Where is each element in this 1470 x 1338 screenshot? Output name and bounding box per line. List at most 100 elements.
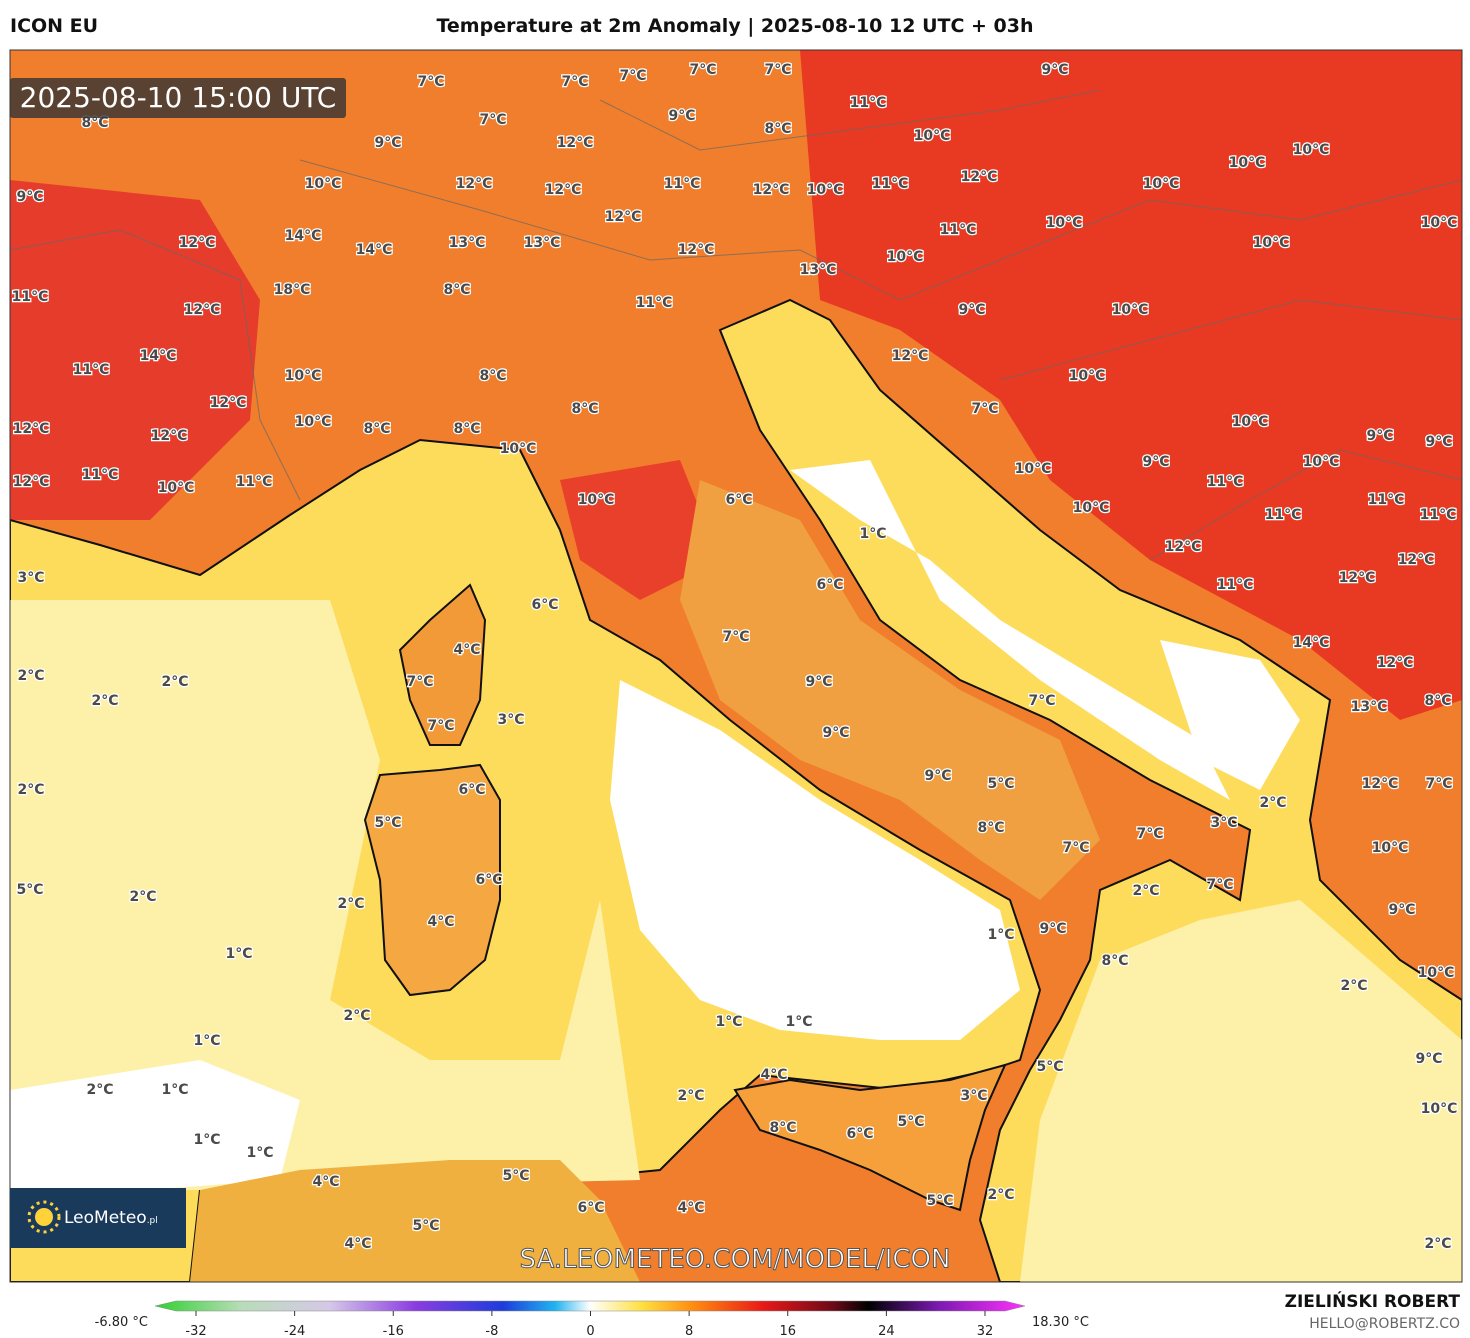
colorbar: [154, 1300, 1026, 1312]
temperature-label: 1°C: [246, 1145, 273, 1161]
temperature-label: 1°C: [193, 1033, 220, 1049]
temperature-label: 9°C: [924, 768, 951, 784]
temperature-label: 8°C: [1424, 693, 1451, 709]
temperature-label: 8°C: [453, 421, 480, 437]
temperature-label: 18°C: [274, 282, 311, 298]
land-mild: [680, 480, 1100, 900]
temperature-label: 1°C: [193, 1132, 220, 1148]
map-title: Temperature at 2m Anomaly | 2025-08-10 1…: [436, 15, 1033, 37]
map-labels: 7°C 7°C 7°C 7°C 7°C 9°C 8°C 7°C 9°C 11°C 8°C 10°C 9°…: [10, 61, 1458, 1254]
temperature-label: 5°C: [1036, 1059, 1063, 1075]
sea-light: [10, 600, 640, 1190]
temperature-label: 14°C: [1293, 635, 1330, 651]
temperature-label: 10°C: [578, 492, 615, 508]
temperature-label: 10°C: [1069, 368, 1106, 384]
temperature-label: 12°C: [557, 135, 594, 151]
temperature-label: 12°C: [1398, 552, 1435, 568]
valid-time-box: [10, 78, 346, 118]
temperature-label: 11°C: [82, 467, 119, 483]
colorbar-tick-label: 24: [878, 1324, 895, 1338]
temperature-label: 10°C: [1253, 235, 1290, 251]
temperature-label: 12°C: [1362, 776, 1399, 792]
temperature-label: 6°C: [475, 872, 502, 888]
sea-neutral: [1160, 640, 1300, 790]
sea-neutral: [610, 680, 1020, 1040]
map: [10, 50, 1462, 1282]
temperature-label: 4°C: [344, 1236, 371, 1252]
temperature-label: 10°C: [1073, 500, 1110, 516]
temperature-label: 12°C: [753, 182, 790, 198]
temperature-label: 11°C: [73, 362, 110, 378]
model-name: ICON EU: [10, 15, 98, 37]
temperature-label: 6°C: [577, 1200, 604, 1216]
temperature-label: 9°C: [16, 189, 43, 205]
temperature-label: 5°C: [374, 815, 401, 831]
temperature-label: 4°C: [453, 642, 480, 658]
temperature-label: 9°C: [958, 302, 985, 318]
temperature-label: 10°C: [1046, 215, 1083, 231]
temperature-label: 11°C: [940, 222, 977, 238]
temperature-label: 7°C: [406, 674, 433, 690]
colorbar-tick-label: -32: [185, 1324, 206, 1338]
colorbar-tick-label: -24: [284, 1324, 305, 1338]
temperature-label: 13°C: [800, 262, 837, 278]
colorbar-tick-label: 8: [685, 1324, 693, 1338]
temperature-label: 10°C: [285, 368, 322, 384]
temperature-label: 11°C: [236, 474, 273, 490]
temperature-label: 12°C: [1377, 655, 1414, 671]
island-sardinia: [363, 763, 501, 997]
temperature-label: 8°C: [81, 115, 108, 131]
logo-suffix: .pl: [147, 1216, 158, 1226]
temperature-label: 2°C: [1340, 978, 1367, 994]
temperature-label: 10°C: [1418, 965, 1455, 981]
temperature-label: 7°C: [619, 68, 646, 84]
temperature-label: 13°C: [1351, 699, 1388, 715]
temperature-label: 10°C: [500, 441, 537, 457]
temperature-label: 7°C: [427, 718, 454, 734]
temperature-label: 12°C: [1339, 570, 1376, 586]
email: HELLO@ROBERTZ.CO: [1309, 1316, 1460, 1332]
temperature-label: 3°C: [1210, 815, 1237, 831]
temperature-label: 11°C: [664, 176, 701, 192]
temperature-label: 12°C: [210, 395, 247, 411]
colorbar-tick-label: 32: [977, 1324, 994, 1338]
border: [299, 159, 1462, 301]
colorbar-tick-label: 16: [779, 1324, 796, 1338]
temperature-label: 10°C: [887, 249, 924, 265]
colorbar-min: -6.80 °C: [95, 1315, 148, 1330]
temperature-label: 2°C: [161, 674, 188, 690]
temperature-label: 7°C: [971, 401, 998, 417]
temperature-label: 7°C: [722, 629, 749, 645]
temperature-label: 7°C: [1425, 776, 1452, 792]
temperature-label: 10°C: [295, 414, 332, 430]
warm-area: [560, 460, 720, 600]
temperature-label: 8°C: [571, 401, 598, 417]
logo-rays: [27, 1200, 61, 1234]
island-corsica: [398, 583, 487, 746]
colorbar-tick-label: 0: [586, 1324, 594, 1338]
temperature-label: 12°C: [545, 182, 582, 198]
temperature-label: 2°C: [17, 782, 44, 798]
temperature-label: 5°C: [926, 1193, 953, 1209]
author: ZIELIŃSKI ROBERT: [1285, 1290, 1461, 1312]
temperature-label: 9°C: [822, 725, 849, 741]
temperature-label: 8°C: [479, 368, 506, 384]
temperature-label: 12°C: [456, 176, 493, 192]
temperature-label: 14°C: [285, 228, 322, 244]
temperature-label: 7°C: [561, 74, 588, 90]
temperature-label: 4°C: [427, 914, 454, 930]
temperature-label: 11°C: [1207, 474, 1244, 490]
temperature-label: 1°C: [785, 1014, 812, 1030]
temperature-label: 10°C: [1421, 215, 1458, 231]
temperature-label: 12°C: [151, 428, 188, 444]
temperature-label: 2°C: [343, 1008, 370, 1024]
temperature-label: 10°C: [158, 480, 195, 496]
temperature-label: 5°C: [16, 882, 43, 898]
temperature-label: 12°C: [961, 169, 998, 185]
temperature-label: 12°C: [605, 209, 642, 225]
temperature-label: 5°C: [987, 776, 1014, 792]
temperature-label: 11°C: [1217, 577, 1254, 593]
logo-name: LeoMeteo: [64, 1208, 147, 1228]
temperature-label: 12°C: [13, 474, 50, 490]
